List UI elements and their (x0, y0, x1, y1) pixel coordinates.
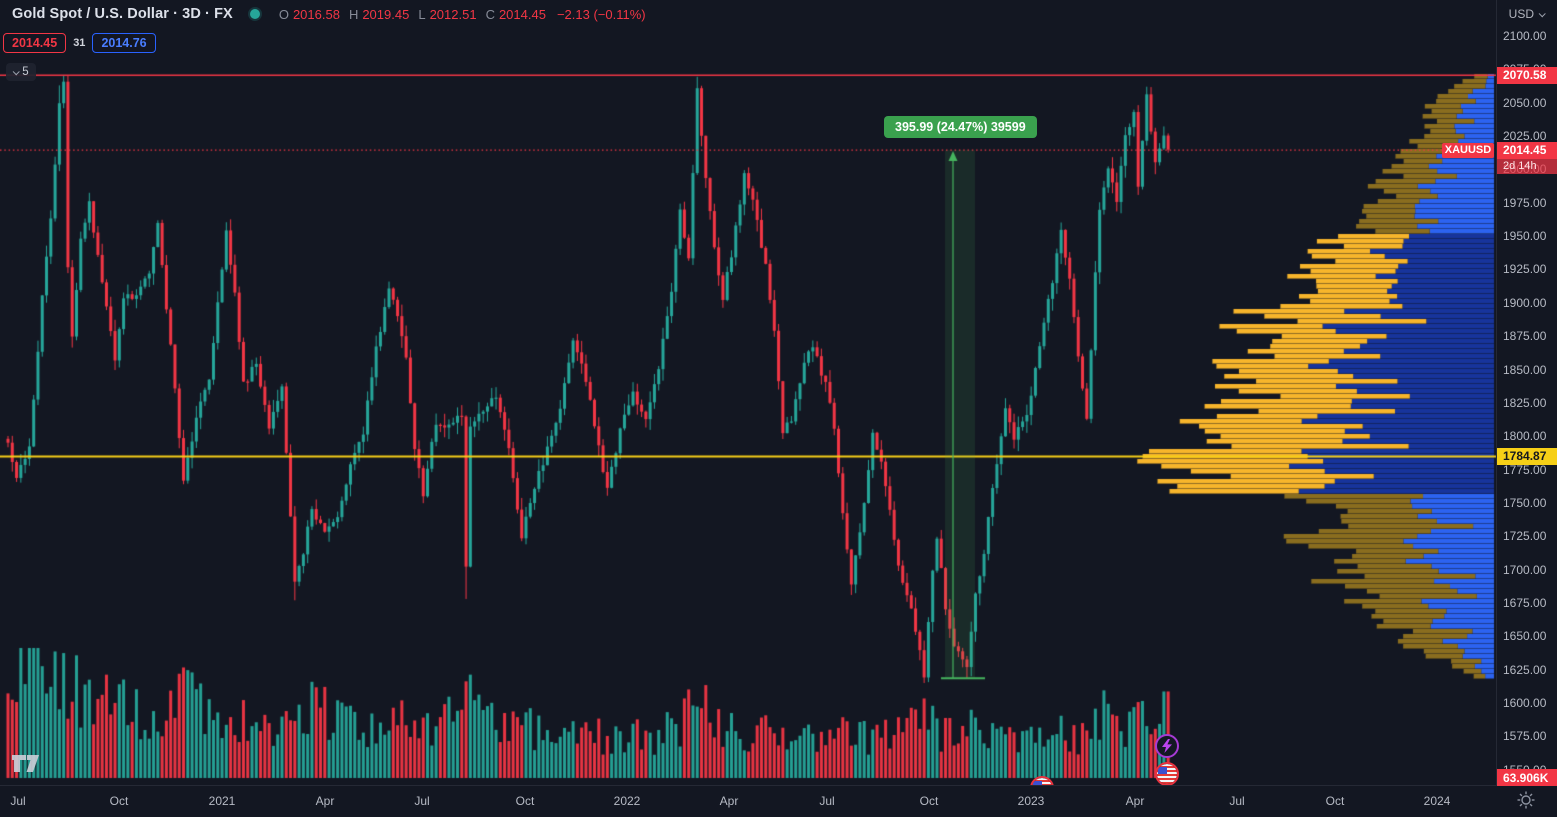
spread-value: 31 (73, 37, 86, 49)
price-tick-label: 1775.00 (1503, 462, 1547, 477)
currency-selector[interactable]: USD (1508, 7, 1546, 21)
price-tick-label: 1825.00 (1503, 395, 1547, 410)
open-label: O (278, 6, 289, 22)
price-tick-label: 1700.00 (1503, 562, 1547, 577)
change-value: −2.13 (−0.11%) (556, 6, 646, 22)
price-tick-label: 2025.00 (1503, 129, 1547, 144)
price-tick-label: 1725.00 (1503, 529, 1547, 544)
price-tick-label: 2050.00 (1503, 95, 1547, 110)
time-tick-label: Apr (719, 794, 739, 808)
chart-legend: Gold Spot / U.S. Dollar · 3D · FX O 2016… (12, 6, 646, 22)
low-label: L (418, 6, 426, 22)
ath-price-badge: 2070.58 (1497, 66, 1557, 84)
us-flag-icon (1157, 764, 1177, 784)
price-tick-label: 1900.00 (1503, 295, 1547, 310)
currency-label: USD (1508, 7, 1534, 21)
chevron-down-icon (12, 67, 21, 75)
last-price-badge: 2014.45 (1497, 141, 1557, 159)
economic-event-bolt-icon[interactable] (1155, 734, 1179, 758)
ohlc-values: O 2016.58 H 2019.45 L 2012.51 C 2014.45 … (279, 7, 646, 22)
symbol-title[interactable]: Gold Spot / U.S. Dollar · 3D · FX (12, 6, 233, 22)
price-tick-label: 1650.00 (1503, 629, 1547, 644)
price-tick-label: 1850.00 (1503, 362, 1547, 377)
low-value: 2012.51 (429, 6, 477, 22)
time-tick-label: Jul (1229, 794, 1245, 808)
price-axis[interactable] (1496, 0, 1557, 785)
buy-sell-widget: 2014.45 31 2014.76 (3, 33, 156, 53)
indicators-dropdown[interactable]: 5 (6, 63, 36, 81)
time-axis[interactable] (0, 785, 1557, 817)
volume-value-badge: 63.906K (1497, 769, 1557, 786)
time-tick-label: Oct (919, 794, 939, 808)
price-tick-label: 1950.00 (1503, 229, 1547, 244)
bar-close-countdown: 2d 14h (1497, 158, 1557, 174)
indicator-count: 5 (22, 66, 29, 78)
time-tick-label: 2022 (613, 794, 641, 808)
time-tick-label: Oct (1325, 794, 1345, 808)
price-tick-label: 1750.00 (1503, 495, 1547, 510)
sell-button[interactable]: 2014.45 (3, 33, 67, 53)
yellow-level-badge: 1784.87 (1497, 447, 1557, 465)
time-tick-label: Apr (315, 794, 335, 808)
price-tick-label: 1800.00 (1503, 429, 1547, 444)
price-tick-label: 1875.00 (1503, 329, 1547, 344)
tradingview-logo (12, 755, 39, 772)
axis-settings-gear-icon[interactable] (1516, 790, 1536, 810)
price-tick-label: 1675.00 (1503, 595, 1547, 610)
time-tick-label: 2024 (1423, 794, 1451, 808)
price-tick-label: 1600.00 (1503, 696, 1547, 710)
high-value: 2019.45 (362, 6, 410, 22)
time-tick-label: Oct (109, 794, 129, 808)
open-value: 2016.58 (292, 6, 340, 22)
market-status-dot[interactable] (249, 9, 260, 19)
time-tick-label: 2021 (208, 794, 236, 808)
price-tick-label: 1975.00 (1503, 195, 1547, 210)
price-tick-label: 1575.00 (1503, 729, 1547, 744)
us-economic-event-flag-icon[interactable] (1155, 762, 1179, 786)
time-tick-label: Oct (515, 794, 535, 808)
time-tick-label: 2023 (1017, 794, 1045, 808)
close-label: C (485, 6, 495, 22)
high-label: H (348, 6, 359, 22)
measure-tool-label[interactable]: 395.99 (24.47%) 39599 (884, 116, 1037, 138)
time-tick-label: Jul (414, 794, 430, 808)
price-tick-label: 1925.00 (1503, 262, 1547, 277)
symbol-price-line-label: XAUUSD (1442, 142, 1494, 158)
lightning-icon (1162, 739, 1172, 753)
price-tick-label: 2100.00 (1503, 29, 1547, 43)
close-value: 2014.45 (498, 6, 546, 22)
price-tick-label: 1625.00 (1503, 662, 1547, 677)
buy-button[interactable]: 2014.76 (92, 33, 156, 53)
time-tick-label: Jul (10, 794, 26, 808)
time-tick-label: Apr (1125, 794, 1145, 808)
time-tick-label: Jul (819, 794, 835, 808)
